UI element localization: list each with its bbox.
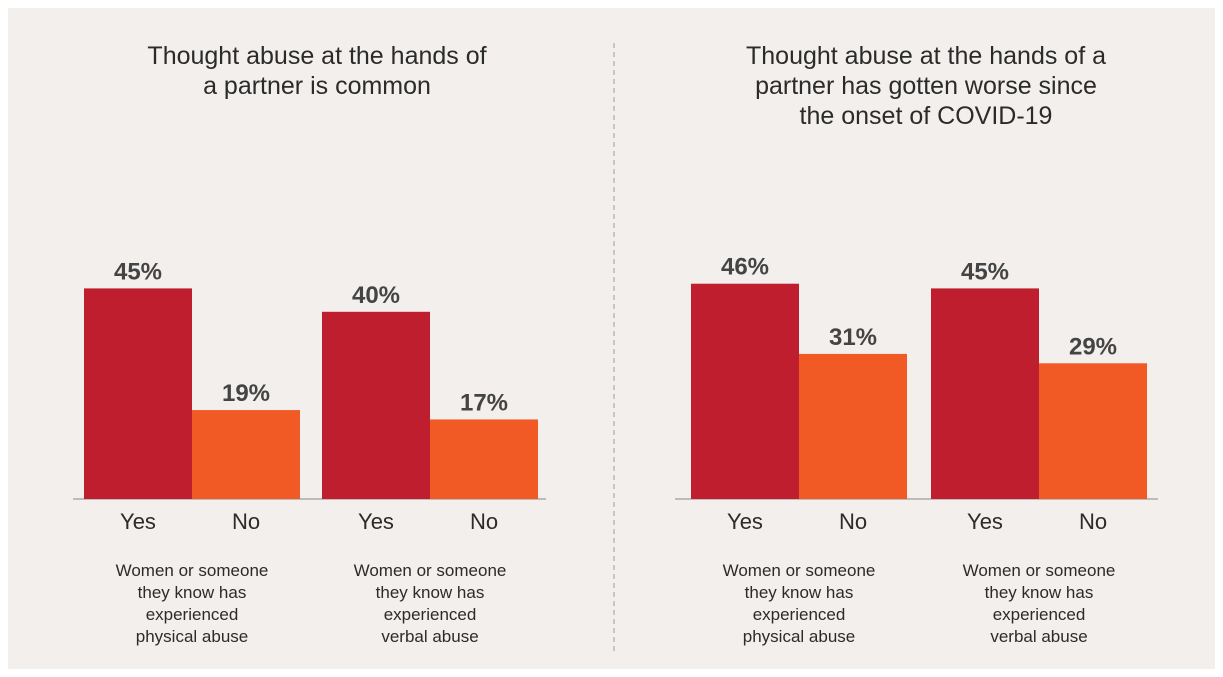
chart-1-group-2-no-value-label: 17% (460, 389, 508, 416)
chart-2-title-line-2: partner has gotten worse since (755, 72, 1097, 100)
chart-2-group-2-yes-category-label: Yes (967, 509, 1003, 534)
chart-2-group-1-no-bar (799, 353, 907, 499)
chart-2-group-2-no-bar (1039, 363, 1147, 499)
chart-2-group-2-label-line-4: verbal abuse (990, 627, 1087, 646)
chart-1-group-1-no-category-label: No (232, 509, 260, 534)
chart-2-group-1-no-value-label: 31% (829, 324, 877, 351)
chart-1-group-2-label-line-4: verbal abuse (381, 627, 478, 646)
chart-1-group-1-no-bar (192, 410, 300, 499)
chart-1-group-1-label-line-4: physical abuse (136, 627, 248, 646)
chart-1-group-1-label-line-1: Women or someone (116, 561, 269, 580)
chart-1-title-line-1: Thought abuse at the hands of (147, 42, 486, 70)
chart-1-group-2-label-line-1: Women or someone (354, 561, 507, 580)
chart-1-group-2-yes-value-label: 40% (352, 282, 400, 309)
chart-2-group-1-label-line-1: Women or someone (723, 561, 876, 580)
chart-1-group-1-label-line-2: they know has (138, 583, 247, 602)
chart-2-group-2-yes-value-label: 45% (961, 258, 1009, 285)
chart-2-group-1-label-line-3: experienced (753, 605, 846, 624)
chart-svg: Thought abuse at the hands ofa partner i… (73, 42, 1158, 653)
chart-1-group-1-yes-value-label: 45% (114, 258, 162, 285)
chart-2-group-2-yes-bar (931, 288, 1039, 499)
chart-1-group-2-no-bar (430, 419, 538, 499)
chart-panel: Thought abuse at the hands of a partner i… (8, 8, 1215, 669)
chart-2-title-line-1: Thought abuse at the hands of a (746, 42, 1106, 70)
chart-1-group-2-label-line-2: they know has (376, 583, 485, 602)
chart-2-group-1-label-line-2: they know has (745, 583, 854, 602)
chart-2-title-line-3: the onset of COVID-19 (800, 102, 1053, 130)
chart-1-group-2-yes-category-label: Yes (358, 509, 394, 534)
chart-1-group-2-yes-bar (322, 311, 430, 499)
chart-2-group-2-no-category-label: No (1079, 509, 1107, 534)
chart-2-group-2-no-value-label: 29% (1069, 333, 1117, 360)
chart-2-group-1-yes-category-label: Yes (727, 509, 763, 534)
chart-1-group-1-yes-category-label: Yes (120, 509, 156, 534)
chart-2-group-2-label-line-2: they know has (985, 583, 1094, 602)
chart-2-group-1-yes-value-label: 46% (721, 254, 769, 281)
chart-1-title-line-2: a partner is common (203, 72, 431, 100)
chart-1-group-1-yes-bar (84, 288, 192, 499)
chart-1-group-2-label-line-3: experienced (384, 605, 477, 624)
chart-2-group-1-no-category-label: No (839, 509, 867, 534)
chart-1-group-1-label-line-3: experienced (146, 605, 239, 624)
chart-1-group-2-no-category-label: No (470, 509, 498, 534)
chart-2-group-1-yes-bar (691, 283, 799, 499)
chart-1-group-1-no-value-label: 19% (222, 380, 270, 407)
chart-2-group-2-label-line-3: experienced (993, 605, 1086, 624)
chart-2-group-2-label-line-1: Women or someone (963, 561, 1116, 580)
chart-2-group-1-label-line-4: physical abuse (743, 627, 855, 646)
